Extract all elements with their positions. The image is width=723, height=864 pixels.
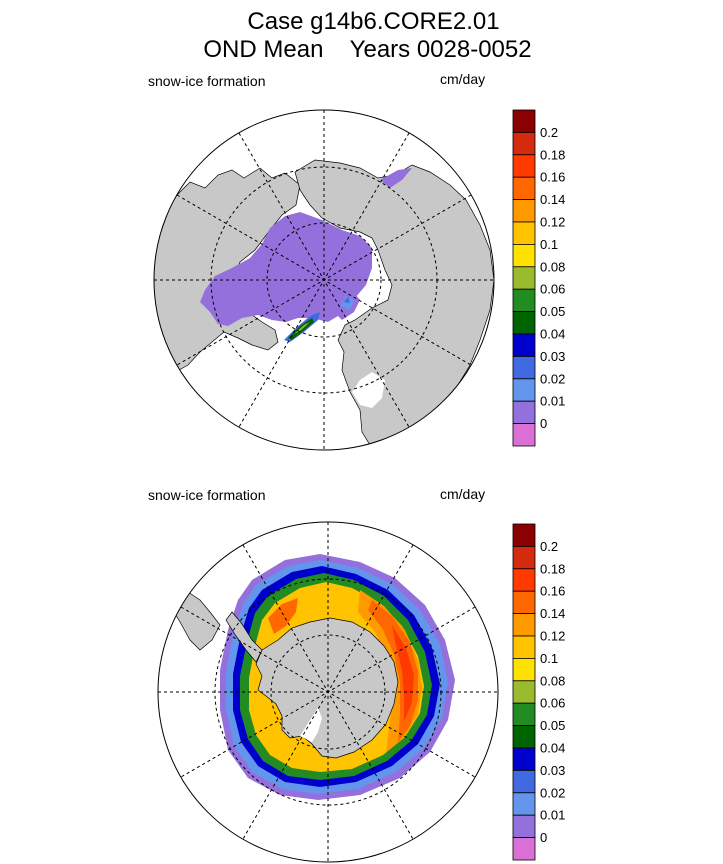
north-colorbar-box-11 — [512, 355, 536, 380]
weddell-snow-ice-0.14 — [268, 598, 298, 634]
south-colorbar-tick-label: 0.1 — [540, 651, 558, 666]
south-colorbar-tick-label: 0.01 — [540, 808, 565, 823]
barents-snow-ice-0.02 — [340, 296, 354, 310]
north-colorbar-tick-label: 0.12 — [540, 215, 565, 230]
north-colorbar-tick-label: 0.16 — [540, 170, 565, 185]
north-colorbar: 0.2 0.18 0.16 0.14 0.12 0.1 0.08 0.06 0.05 0.04 0.… — [512, 109, 565, 447]
south-colorbar-tick-label: 0.2 — [540, 539, 558, 554]
south-colorbar-tick-label: 0.05 — [540, 718, 565, 733]
barents-snow-ice-0.03 — [344, 297, 350, 303]
south-colorbar-box-12 — [512, 792, 536, 816]
north-colorbar-tick-label: 0.04 — [540, 327, 565, 342]
north-colorbar-box-3 — [512, 176, 536, 200]
south-colorbar-tick-label: 0.08 — [540, 673, 565, 688]
south-colorbar-box-13 — [512, 814, 536, 839]
north-colorbar-box-1 — [512, 131, 536, 156]
north-colorbar-tick-label: 0 — [540, 416, 547, 431]
south-colorbar-box-3 — [512, 590, 536, 615]
south-colorbar-tick-label: 0.02 — [540, 785, 565, 800]
north-colorbar-tick-label: 0.08 — [540, 259, 565, 274]
north-colorbar-box-0 — [512, 109, 536, 133]
north-colorbar-box-6 — [512, 243, 536, 268]
south-colorbar: 0.2 0.18 0.16 0.14 0.12 0.1 0.08 0.06 0.05 0.04 0.… — [512, 523, 565, 861]
south-colorbar-box-10 — [512, 747, 536, 771]
north-colorbar-box-13 — [512, 400, 536, 425]
south-colorbar-box-2 — [512, 568, 536, 592]
south-colorbar-box-6 — [512, 658, 536, 682]
south-colorbar-box-7 — [512, 680, 536, 704]
south-colorbar-box-4 — [512, 613, 536, 637]
south-graticule — [158, 522, 498, 862]
north-colorbar-tick-label: 0.18 — [540, 147, 565, 162]
south-colorbar-box-11 — [512, 770, 536, 794]
north-colorbar-tick-label: 0.14 — [540, 192, 565, 207]
south-colorbar-tick-label: 0.12 — [540, 629, 565, 644]
south-colorbar-box-5 — [512, 635, 536, 659]
south-polar-map — [157, 521, 499, 863]
south-colorbar-box-1 — [512, 546, 536, 570]
north-colorbar-tick-label: 0.01 — [540, 394, 565, 409]
north-colorbar-tick-label: 0.02 — [540, 371, 565, 386]
arctic-snow-ice-0.01 — [200, 212, 372, 326]
south-map-border — [157, 521, 499, 863]
south-colorbar-tick-label: 0 — [540, 830, 547, 845]
north-colorbar-box-8 — [512, 288, 536, 313]
north-map-border — [153, 109, 495, 451]
bering-snow-ice-0.01 — [380, 168, 412, 188]
north-colorbar-box-9 — [512, 311, 536, 335]
north-polar-map — [153, 109, 495, 451]
north-colorbar-tick-label: 0.06 — [540, 282, 565, 297]
north-colorbar-box-12 — [512, 378, 536, 402]
ring-snow-ice-0.16 — [392, 625, 414, 722]
north-colorbar-box-4 — [512, 199, 536, 223]
north-colorbar-box-5 — [512, 221, 536, 245]
north-colorbar-tick-label: 0.2 — [540, 125, 558, 140]
north-colorbar-tick-label: 0.05 — [540, 304, 565, 319]
north-graticule — [154, 110, 494, 450]
figure-title-line2: OND Mean Years 0028-0052 — [203, 36, 532, 63]
south-colorbar-tick-label: 0.16 — [540, 584, 565, 599]
north-colorbar-tick-label: 0.1 — [540, 237, 558, 252]
north-panel-variable-label: snow-ice formation — [148, 73, 266, 89]
figure-title-line1: Case g14b6.CORE2.01 — [247, 8, 500, 35]
baltic-sea — [352, 372, 385, 408]
ross-sea — [300, 708, 322, 742]
north-colorbar-tick-label: 0.03 — [540, 349, 565, 364]
south-colorbar-tick-label: 0.03 — [540, 763, 565, 778]
south-colorbar-box-14 — [512, 837, 536, 861]
antarctica-landmass — [255, 617, 399, 759]
north-colorbar-box-7 — [512, 266, 536, 290]
south-colorbar-tick-label: 0.18 — [540, 561, 565, 576]
north-colorbar-box-14 — [512, 423, 536, 447]
south-colorbar-tick-label: 0.06 — [540, 696, 565, 711]
south-panel-units-label: cm/day — [440, 486, 486, 502]
north-colorbar-box-10 — [512, 333, 536, 357]
north-colorbar-box-2 — [512, 154, 536, 178]
south-colorbar-tick-label: 0.14 — [540, 606, 565, 621]
south-colorbar-box-8 — [512, 702, 536, 727]
north-panel-units-label: cm/day — [440, 71, 486, 87]
south-colorbar-box-9 — [512, 725, 536, 749]
south-colorbar-box-0 — [512, 523, 536, 547]
south-colorbar-tick-label: 0.04 — [540, 741, 565, 756]
south-panel-variable-label: snow-ice formation — [148, 487, 266, 503]
antarctic-peninsula — [225, 611, 263, 663]
